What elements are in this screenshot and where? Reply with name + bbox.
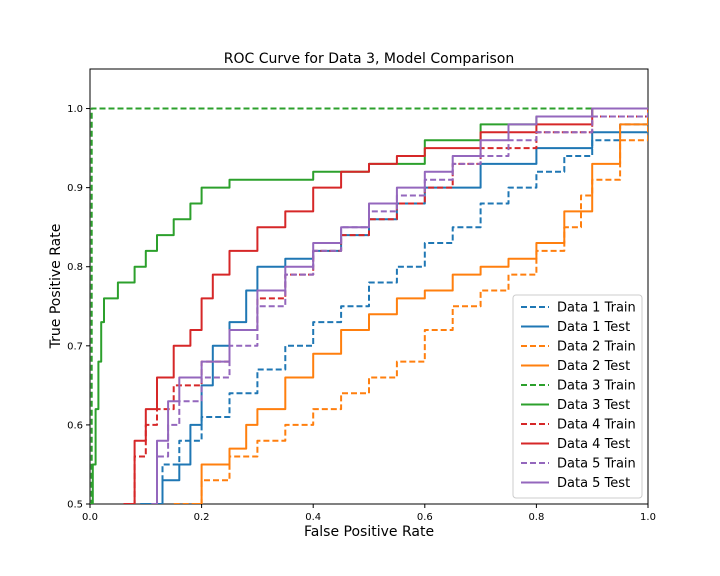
series-line-data-2-train [173, 108, 648, 504]
chart-title: ROC Curve for Data 3, Model Comparison [224, 51, 514, 67]
legend-label-data-1-test: Data 1 Test [557, 320, 630, 335]
series-line-data-5-test [151, 107, 648, 504]
x-tick-label: 1.0 [640, 512, 656, 523]
y-tick-label: 0.7 [67, 341, 83, 352]
x-axis-label: False Positive Rate [304, 524, 434, 540]
legend-label-data-5-test: Data 5 Test [557, 476, 630, 491]
series-line-data-4-test [123, 107, 648, 504]
legend-label-data-1-train: Data 1 Train [557, 301, 636, 316]
y-tick-label: 0.5 [67, 500, 83, 511]
legend-label-data-5-train: Data 5 Train [557, 457, 636, 472]
series-line-data-3-test [90, 107, 648, 504]
legend-label-data-3-train: Data 3 Train [557, 379, 636, 394]
y-tick-label: 1.0 [67, 104, 83, 115]
legend-label-data-3-test: Data 3 Test [557, 398, 630, 413]
legend-label-data-2-train: Data 2 Train [557, 340, 636, 355]
legend-label-data-2-test: Data 2 Test [557, 359, 630, 374]
series-layer [90, 107, 648, 504]
legend-label-data-4-train: Data 4 Train [557, 418, 636, 433]
legend-label-data-4-test: Data 4 Test [557, 437, 630, 452]
ticks-layer: 0.0 0.2 0.4 0.6 0.8 1.0 0.5 0.6 0.7 0.8 0.9 1.0 [67, 104, 656, 523]
x-tick-label: 0.8 [528, 512, 544, 523]
legend: Data 1 Train Data 1 Test Data 2 Train Data … [512, 294, 643, 499]
x-tick-label: 0.4 [305, 512, 321, 523]
plot-area [89, 68, 649, 505]
series-line-data-2-test [196, 108, 648, 504]
y-tick-label: 0.9 [67, 183, 83, 194]
series-line-data-3-train [90, 107, 648, 504]
y-tick-label: 0.6 [67, 420, 83, 431]
y-tick-label: 0.8 [67, 262, 83, 273]
y-axis-label: True Positive Rate [48, 224, 64, 350]
legend-box [512, 294, 643, 499]
x-tick-label: 0.0 [82, 512, 98, 523]
series-line-data-1-train [140, 108, 648, 504]
x-tick-label: 0.2 [194, 512, 210, 523]
x-tick-label: 0.6 [417, 512, 433, 523]
